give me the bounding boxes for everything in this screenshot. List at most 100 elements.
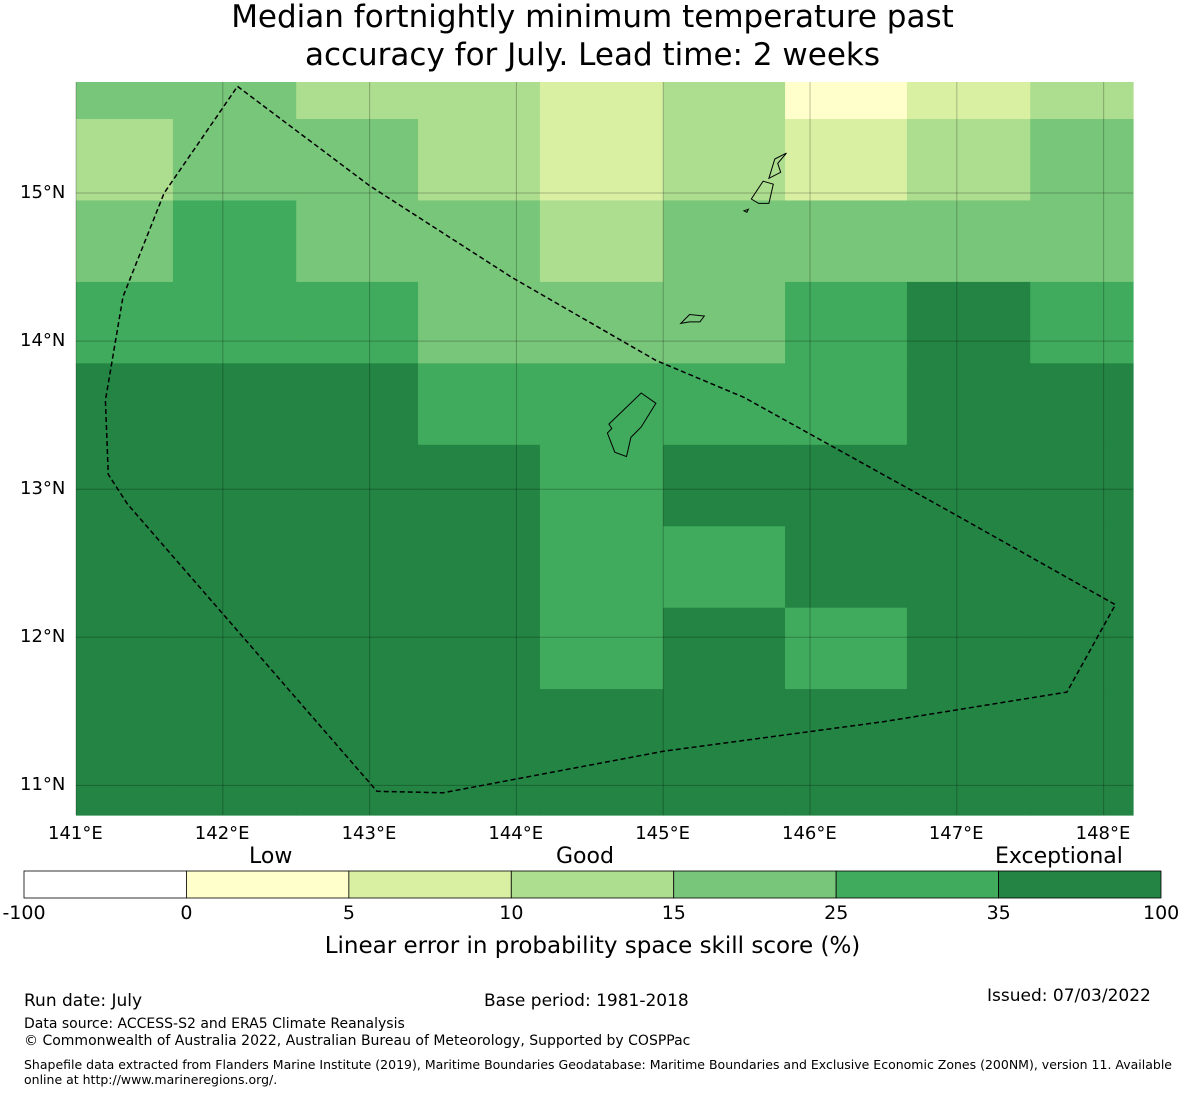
grid-cell: [76, 119, 174, 202]
grid-cell: [418, 607, 541, 690]
colorbar-tick-label: -100: [2, 902, 46, 924]
grid-cell: [418, 526, 541, 609]
grid-cell: [539, 444, 664, 527]
grid-cell: [76, 607, 174, 690]
grid-cell: [172, 82, 297, 120]
colorbar-segment: [835, 870, 999, 899]
grid-cell: [76, 363, 174, 446]
x-tick-label: 141°E: [48, 823, 103, 844]
y-tick-label: 15°N: [20, 182, 66, 204]
grid-cell: [418, 689, 541, 816]
grid-cell: [76, 82, 174, 120]
grid-cell: [906, 689, 1031, 816]
x-tick-label: 143°E: [341, 823, 397, 844]
grid-cell: [663, 689, 786, 816]
shapefile-credit: Shapefile data extracted from Flanders M…: [24, 1057, 1172, 1087]
grid-cell: [1030, 689, 1134, 816]
grid-cell: [785, 607, 908, 690]
grid-cell: [1030, 82, 1134, 120]
colorbar-tick-label: 100: [1143, 902, 1180, 924]
island-outline: [742, 208, 750, 213]
legend-word-low: Low: [249, 844, 293, 869]
island-outline: [679, 313, 706, 325]
grid-cell: [663, 444, 786, 527]
grid-cell: [76, 281, 174, 364]
run-date: Run date: July: [24, 991, 143, 1011]
x-tick-label: 145°E: [635, 823, 690, 844]
y-tick-label: 11°N: [20, 774, 66, 796]
base-period: Base period: 1981-2018: [484, 991, 689, 1011]
grid-cell: [172, 526, 297, 609]
grid-cell: [663, 119, 786, 202]
map-title: Median fortnightly minimum temperature p…: [0, 0, 1185, 74]
colorbar-segment: [998, 870, 1162, 899]
issued-date: Issued: 07/03/2022: [987, 986, 1151, 1006]
coastlines: [606, 152, 787, 458]
grid-cell: [172, 119, 297, 202]
grid-cell: [906, 363, 1031, 446]
grid-cell: [418, 363, 541, 446]
y-tick-label: 12°N: [20, 626, 66, 648]
grid-cell: [906, 607, 1031, 690]
grid-cell: [418, 200, 541, 283]
grid-cell: [76, 689, 174, 816]
grid-cell: [539, 82, 664, 120]
grid-cell: [172, 281, 297, 364]
data-source: Data source: ACCESS-S2 and ERA5 Climate …: [24, 1016, 405, 1032]
colorbar-segment: [673, 870, 837, 899]
grid-cell: [663, 607, 786, 690]
grid-cell: [663, 363, 786, 446]
colorbar: [23, 870, 1162, 899]
x-tick-label: 147°E: [928, 823, 984, 844]
grid-cell: [906, 82, 1031, 120]
x-tick-label: 144°E: [488, 823, 544, 844]
x-tick-label: 146°E: [782, 823, 837, 844]
grid-cell: [906, 119, 1031, 202]
grid-cell: [296, 526, 419, 609]
map-title-line2: accuracy for July. Lead time: 2 weeks: [304, 37, 881, 73]
grid-cell: [1030, 607, 1134, 690]
grid-cell: [539, 689, 664, 816]
grid-cell: [1030, 119, 1134, 202]
island-outline: [606, 392, 657, 458]
grid-cell: [296, 200, 419, 283]
colorbar-label: Linear error in probability space skill …: [324, 933, 861, 959]
legend-word-good: Good: [556, 844, 614, 869]
x-tick-label: 148°E: [1075, 823, 1131, 844]
grid-cell: [418, 82, 541, 120]
grid-cell: [785, 444, 908, 527]
grid-cell: [296, 363, 419, 446]
grid-cell: [663, 526, 786, 609]
grid-cell: [906, 200, 1031, 283]
grid-cell: [539, 526, 664, 609]
grid-cell: [785, 82, 908, 120]
colorbar-segment: [348, 870, 512, 899]
grid-cell: [296, 444, 419, 527]
grid-cell: [906, 444, 1031, 527]
grid-cell: [1030, 200, 1134, 283]
colorbar-segment: [510, 870, 675, 899]
grid-cell: [418, 444, 541, 527]
copyright: © Commonwealth of Australia 2022, Austra…: [24, 1033, 691, 1049]
island-outline: [768, 152, 787, 180]
grid-cell: [172, 689, 297, 816]
grid-cell: [785, 200, 908, 283]
grid-cell: [539, 607, 664, 690]
colorbar-tick-label: 25: [824, 902, 849, 924]
legend-word-exceptional: Exceptional: [995, 844, 1123, 869]
grid-cell: [785, 281, 908, 364]
grid-cell: [296, 607, 419, 690]
grid-cell: [418, 119, 541, 202]
grid-cell: [785, 363, 908, 446]
grid-cell: [172, 444, 297, 527]
map-title-line1: Median fortnightly minimum temperature p…: [231, 0, 954, 35]
grid-cell: [296, 689, 419, 816]
grid-cell: [76, 200, 174, 283]
eez-boundary: [104, 85, 1117, 794]
grid-cell: [418, 281, 541, 364]
grid-cell: [785, 689, 908, 816]
grid-cell: [539, 281, 664, 364]
grid-cell: [296, 82, 419, 120]
grid-cell: [906, 526, 1031, 609]
grid-cell: [539, 119, 664, 202]
